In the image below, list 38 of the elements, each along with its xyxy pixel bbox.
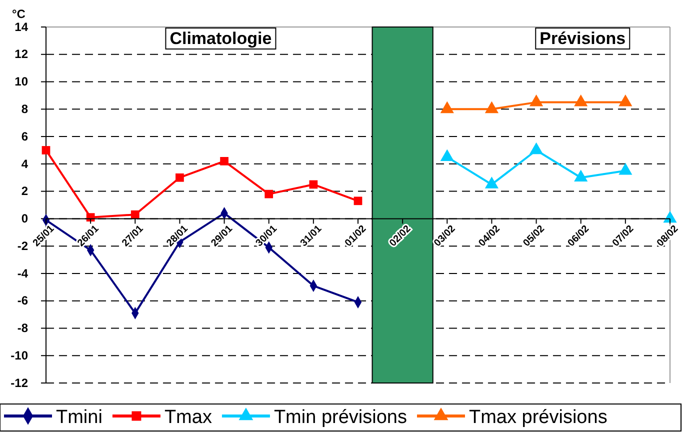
- point: [618, 94, 632, 106]
- legend-label: Tmini: [56, 407, 102, 428]
- point: [130, 210, 140, 219]
- point: [484, 176, 499, 188]
- point: [309, 180, 318, 189]
- y-tick-label: -8: [17, 321, 28, 336]
- point: [440, 101, 454, 114]
- annotation: Prévisions: [540, 29, 626, 48]
- y-tick-label: 4: [21, 156, 28, 171]
- point: [574, 94, 588, 106]
- point: [529, 142, 544, 154]
- point: [354, 196, 362, 206]
- legend-label: Tmax: [164, 407, 212, 428]
- point: [618, 162, 632, 175]
- y-tick-label: 8: [21, 102, 28, 116]
- point: [484, 101, 499, 114]
- point: [176, 173, 184, 182]
- point: [574, 170, 588, 182]
- legend-label: Tmin prévisions: [274, 407, 407, 428]
- y-tick-label: 10: [14, 74, 28, 89]
- y-tick-label: -6: [17, 294, 28, 308]
- annotation: Climatologie: [170, 29, 272, 48]
- y-tick-label: -2: [17, 238, 28, 253]
- y-axis-title: °C: [12, 7, 26, 21]
- y-tick-label: 12: [14, 47, 28, 62]
- point: [220, 157, 228, 166]
- y-tick-label: 6: [21, 129, 28, 144]
- y-tick-label: 0: [21, 212, 28, 226]
- y-tick-label: 2: [21, 184, 28, 198]
- point: [529, 94, 544, 106]
- y-tick-label: -12: [10, 376, 28, 390]
- legend-label: Tmax prévisions: [469, 407, 608, 428]
- y-tick-label: 14: [14, 20, 28, 34]
- y-tick-label: -4: [17, 266, 28, 280]
- y-tick-label: -10: [10, 348, 28, 362]
- point: [264, 190, 274, 198]
- point: [42, 146, 50, 154]
- point: [440, 149, 454, 161]
